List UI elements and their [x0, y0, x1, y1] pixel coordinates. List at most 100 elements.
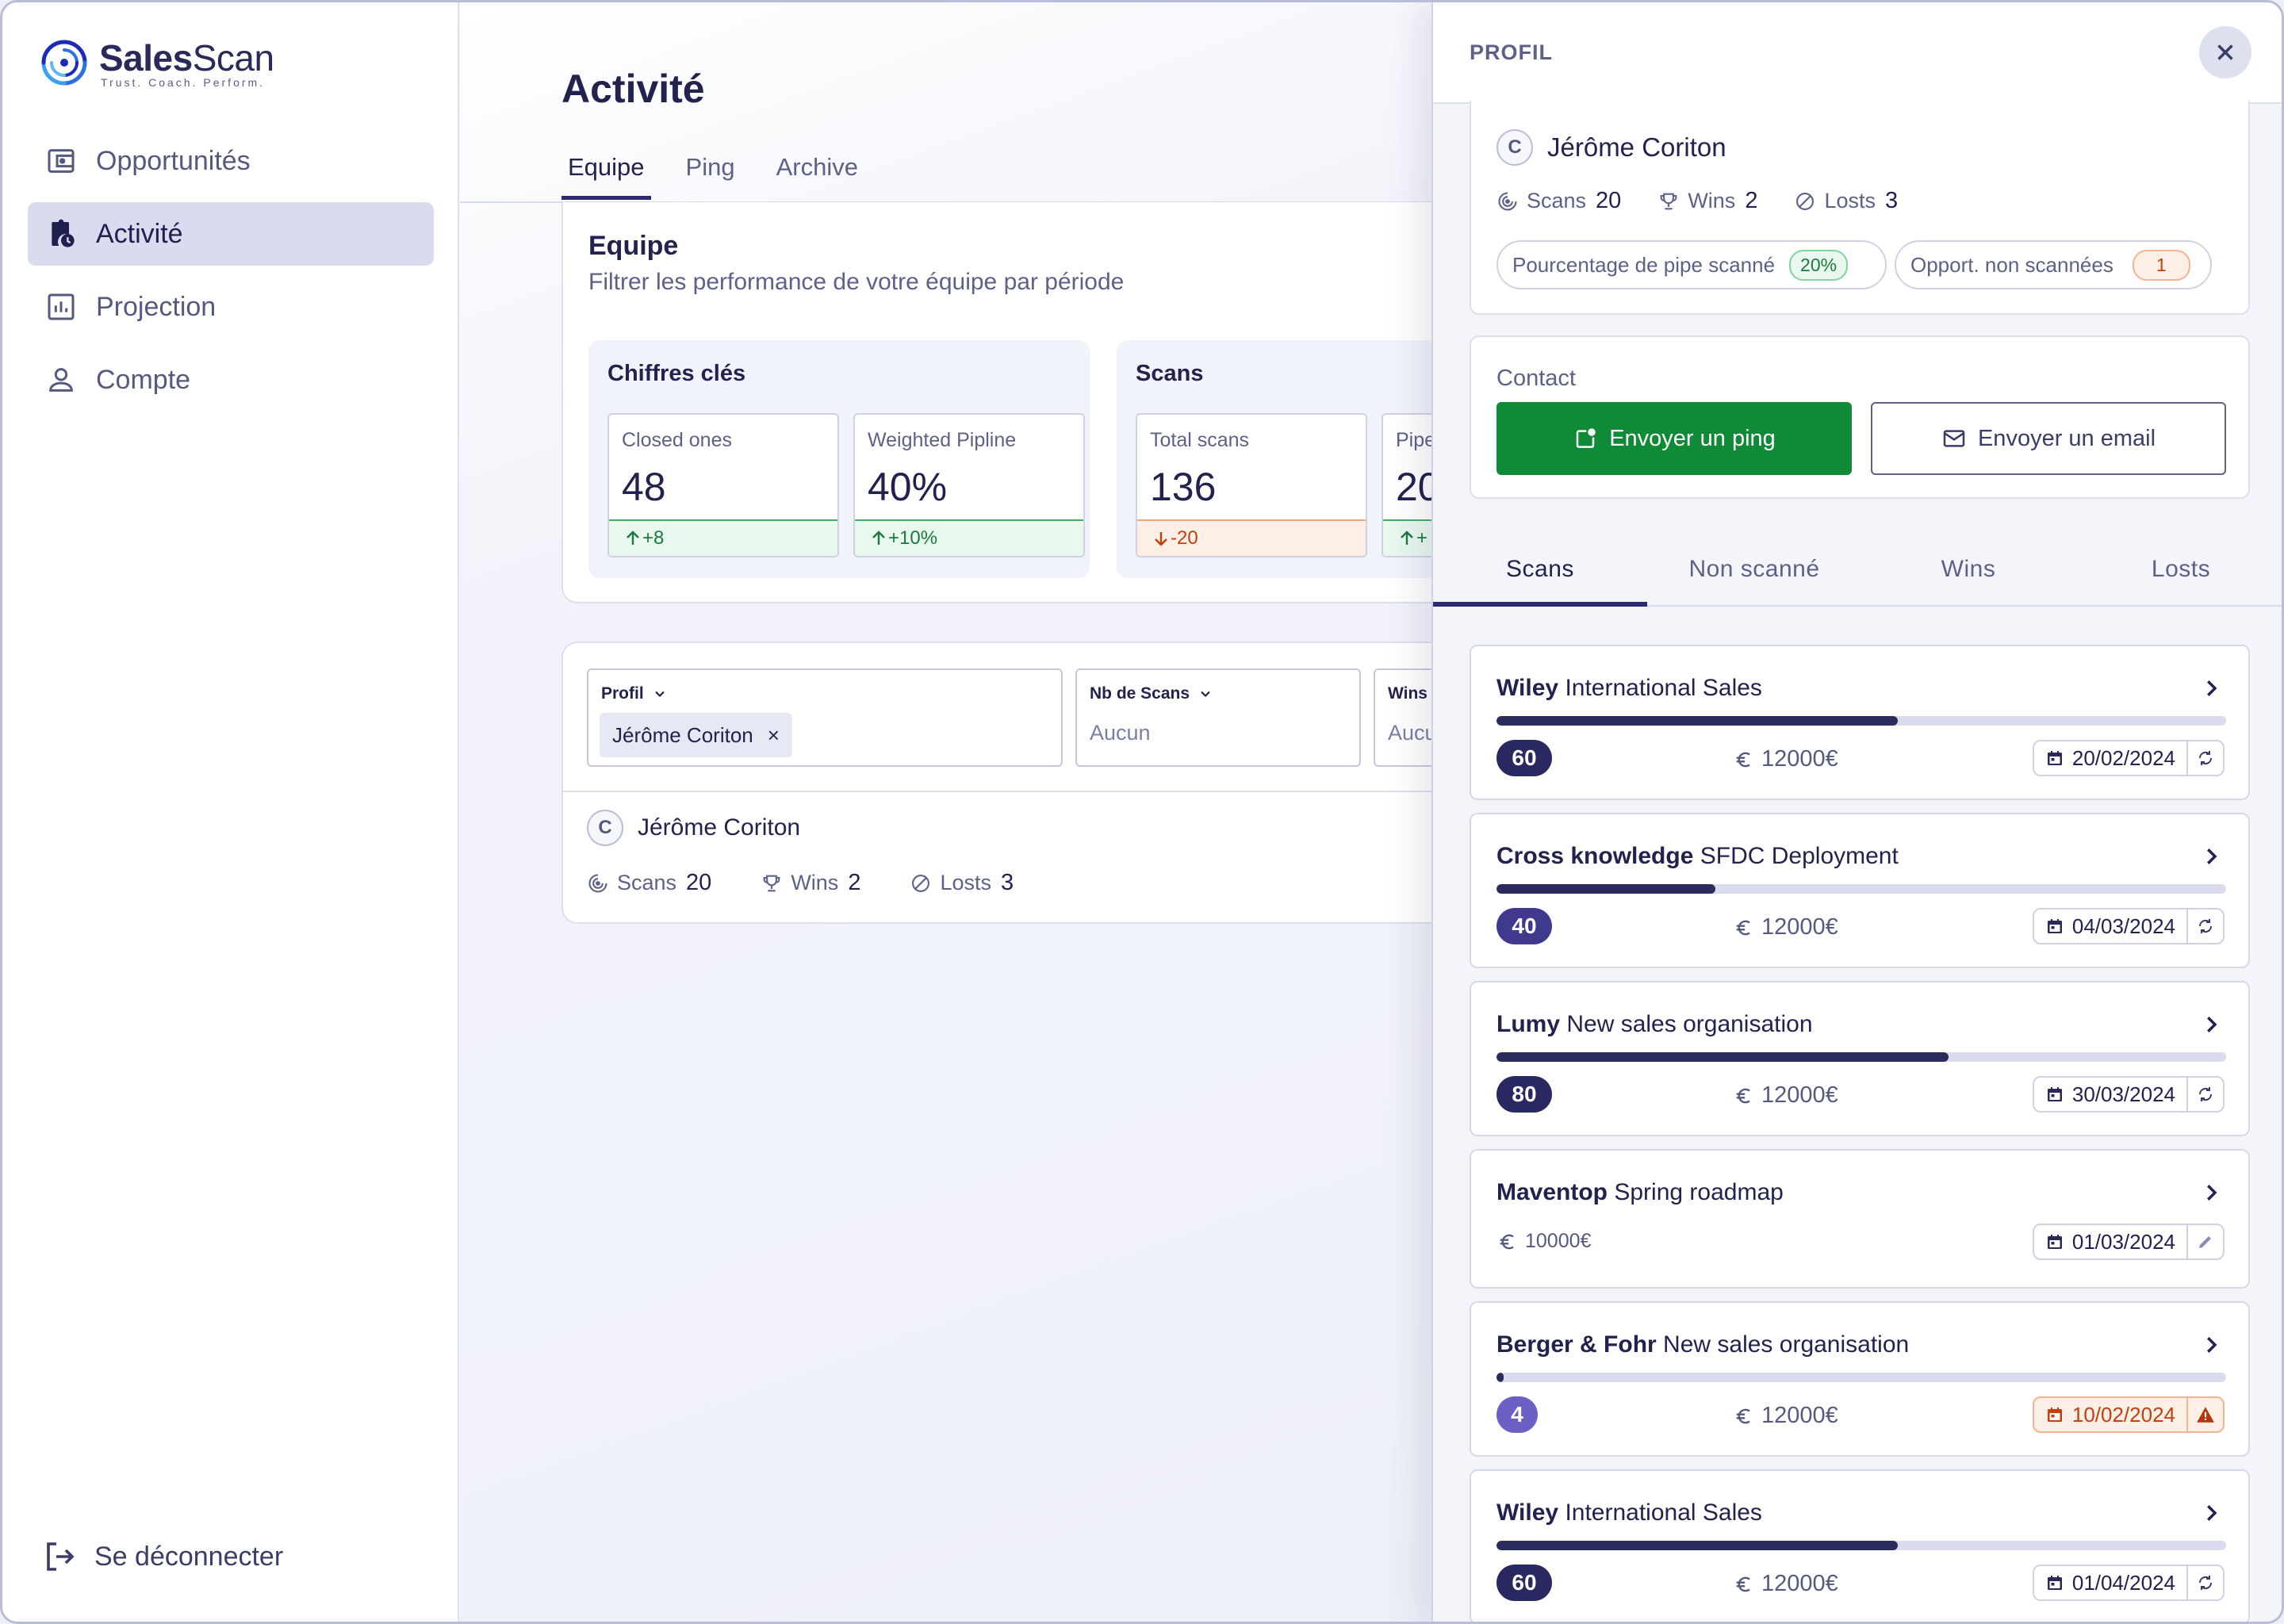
open-opportunity-button[interactable] [2199, 1013, 2223, 1040]
sidebar-item-activite[interactable]: Activité [28, 202, 434, 266]
user-icon [44, 362, 79, 397]
calendar-icon [2047, 919, 2062, 933]
stat-wins: Wins 2 [761, 870, 860, 896]
opportunity-company: Berger & Fohr [1496, 1331, 1657, 1358]
date-value: 30/03/2024 [2071, 1082, 2175, 1106]
equipe-title: Equipe [588, 231, 679, 261]
tab-scans[interactable]: Scans [1433, 538, 1647, 607]
kpi-label: Closed ones [622, 429, 732, 451]
chevron-right-icon [2207, 680, 2217, 696]
open-opportunity-button[interactable] [2199, 1501, 2223, 1529]
send-ping-button[interactable]: Envoyer un ping [1496, 402, 1852, 475]
person-name: Jérôme Coriton [638, 814, 801, 841]
scan-progress-fill [1496, 1541, 1898, 1550]
logout-button[interactable]: Se déconnecter [40, 1538, 283, 1576]
send-email-button[interactable]: Envoyer un email [1871, 402, 2226, 475]
opportunity-card[interactable]: Wiley International Sales 60 12000€ 20/02/2… [1470, 645, 2250, 800]
opportunity-card[interactable]: Lumy New sales organisation 80 12000€ 30/03… [1470, 981, 2250, 1136]
open-opportunity-button[interactable] [2199, 845, 2223, 872]
mail-icon [1943, 430, 1965, 447]
trophy-icon [1660, 193, 1677, 209]
tab-archive[interactable]: Archive [776, 153, 858, 181]
calendar-icon [2047, 1087, 2062, 1101]
open-opportunity-button[interactable] [2199, 676, 2223, 704]
profile-drawer: PROFIL C Jérôme Coriton Scans 20 Wins 2 [1431, 2, 2282, 1622]
opportunity-card[interactable]: Maventop Spring roadmap 10000€ 01/03/2024 [1470, 1149, 2250, 1289]
opportunity-title: Maventop Spring roadmap [1496, 1179, 1784, 1206]
kpi-label: Pipe [1396, 429, 1436, 451]
scan-progress-bar [1496, 716, 2226, 726]
edit-button[interactable] [2186, 1225, 2223, 1258]
opportunity-title: Cross knowledge SFDC Deployment [1496, 843, 1899, 870]
warning-icon [2197, 1407, 2214, 1423]
chevron-right-icon [2207, 1185, 2217, 1201]
warning-button[interactable] [2186, 1398, 2223, 1431]
stat-scans: Scans 20 [1496, 188, 1621, 214]
brand-name: SalesScan [99, 37, 274, 79]
euro-icon [1500, 1234, 1514, 1249]
kpi-delta-value: +10% [888, 527, 938, 549]
opportunity-card[interactable]: Wiley International Sales 60 12000€ 01/04/2… [1470, 1469, 2250, 1622]
stat-value: 3 [1001, 870, 1014, 895]
person-row[interactable]: C Jérôme Coriton [587, 810, 800, 846]
tab-wins[interactable]: Wins [1941, 556, 1996, 582]
amount-value: 12000€ [1761, 914, 1838, 940]
pipe-scanned-badge: 20% [1789, 249, 1849, 281]
refresh-button[interactable] [2186, 910, 2223, 943]
arrow-up-icon [1401, 530, 1413, 545]
opportunity-card[interactable]: Cross knowledge SFDC Deployment 40 12000€ 0… [1470, 813, 2250, 968]
tab-non-scanne[interactable]: Non scanné [1688, 556, 1820, 582]
open-opportunity-button[interactable] [2199, 1181, 2223, 1208]
stat-value: 20 [1596, 188, 1622, 213]
close-date: 10/02/2024 [2034, 1398, 2186, 1431]
brand-tagline: Trust. Coach. Perform. [101, 76, 266, 89]
avatar: C [1496, 129, 1533, 166]
tab-losts[interactable]: Losts [2151, 556, 2211, 582]
euro-icon [1736, 920, 1750, 935]
arrow-down-icon [1155, 532, 1167, 546]
refresh-button[interactable] [2186, 1566, 2223, 1599]
opportunity-project: New sales organisation [1566, 1011, 1813, 1037]
scan-progress-fill [1496, 1373, 1504, 1382]
sidebar-item-opportunites[interactable]: Opportunités [28, 129, 434, 193]
scan-progress-fill [1496, 1052, 1949, 1062]
amount-value: 12000€ [1761, 1571, 1838, 1596]
euro-icon [1736, 752, 1750, 767]
stat-value: 2 [1745, 188, 1758, 213]
close-date: 01/03/2024 [2034, 1225, 2186, 1258]
date-value: 20/02/2024 [2071, 745, 2175, 770]
kpi-group-title: Chiffres clés [607, 361, 746, 386]
tab-equipe[interactable]: Equipe [561, 145, 651, 200]
refresh-button[interactable] [2186, 1078, 2223, 1111]
logout-label: Se déconnecter [94, 1541, 284, 1572]
tab-ping[interactable]: Ping [685, 153, 735, 181]
chevron-right-icon [2207, 848, 2217, 864]
stat-scans: Scans 20 [587, 870, 711, 896]
close-date: 20/02/2024 [2034, 741, 2186, 775]
close-button[interactable] [2199, 26, 2251, 79]
sidebar-item-projection[interactable]: Projection [28, 275, 434, 339]
sidebar-item-compte[interactable]: Compte [28, 348, 434, 412]
opportunity-amount: 12000€ [1733, 1082, 1838, 1109]
scan-progress-bar [1496, 884, 2226, 894]
opportunity-card[interactable]: Berger & Fohr New sales organisation 4 120… [1470, 1301, 2250, 1457]
stat-label: Wins [1688, 189, 1736, 213]
profil-filter[interactable]: Profil Jérôme Coriton × [587, 668, 1063, 767]
date-value: 01/04/2024 [2071, 1570, 2175, 1595]
chevron-down-icon [1201, 691, 1210, 698]
open-opportunity-button[interactable] [2199, 1333, 2223, 1361]
profile-name: Jérôme Coriton [1547, 132, 1726, 162]
close-date: 30/03/2024 [2034, 1078, 2186, 1111]
refresh-button[interactable] [2186, 741, 2223, 775]
logo[interactable]: SalesScan Trust. Coach. Perform. [37, 36, 274, 90]
chevron-right-icon [2207, 1017, 2217, 1032]
unscanned-badge: 1 [2132, 249, 2190, 281]
pill-label: Opport. non scannées [1910, 252, 2113, 277]
stat-value: 20 [686, 870, 712, 895]
stat-label: Scans [617, 871, 677, 894]
chip-remove-icon[interactable]: × [767, 722, 780, 747]
stat-label: Losts [1824, 189, 1876, 213]
opportunity-title: Berger & Fohr New sales organisation [1496, 1331, 1909, 1358]
nb-scans-filter[interactable]: Nb de Scans Aucun [1075, 668, 1361, 767]
opportunity-list: Wiley International Sales 60 12000€ 20/02/2… [1470, 645, 2250, 1622]
